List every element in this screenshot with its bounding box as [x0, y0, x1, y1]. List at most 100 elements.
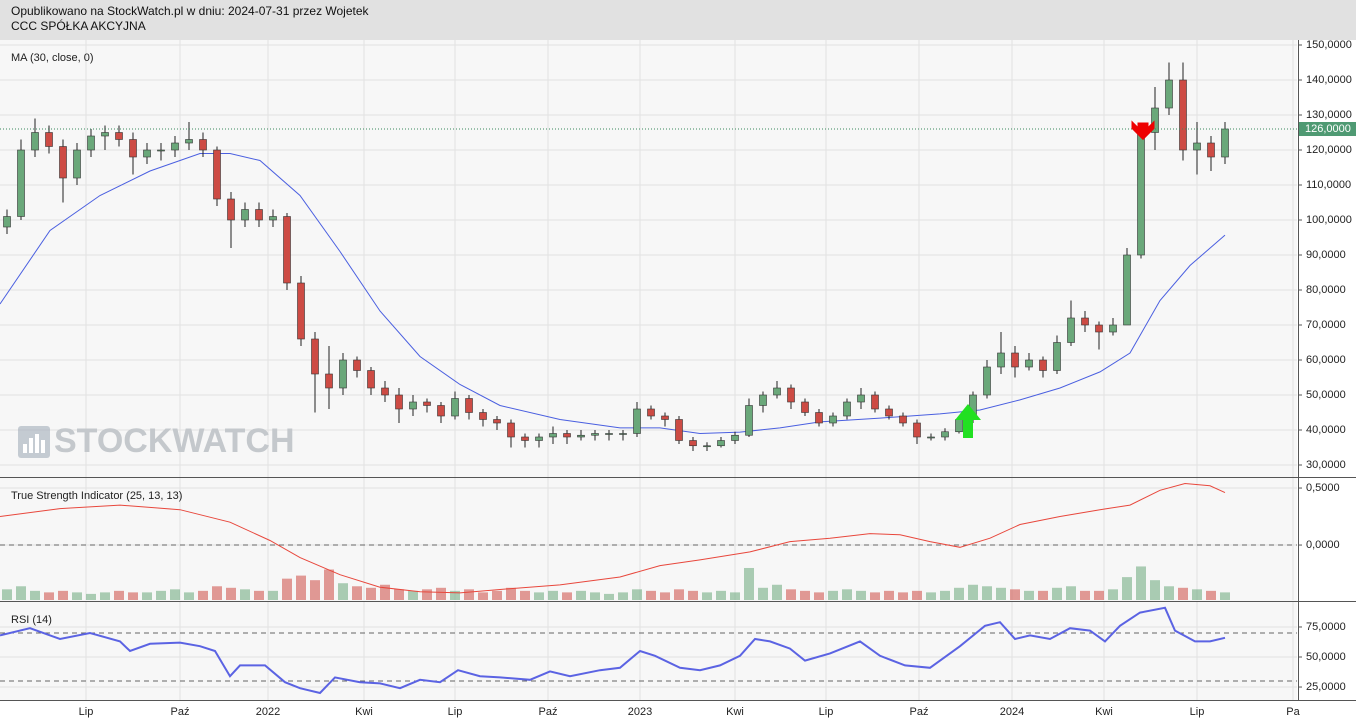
candle-body	[689, 440, 697, 447]
candle-body	[311, 338, 319, 375]
volume-bar	[338, 583, 348, 600]
indicator-line	[0, 606, 1226, 695]
candle-body	[213, 149, 221, 200]
volume-bar	[898, 592, 908, 600]
candle-body	[17, 149, 25, 217]
volume-bar	[506, 587, 516, 600]
candle-body	[857, 394, 865, 403]
x-tick-label: Paź	[171, 706, 190, 718]
candle-body	[675, 419, 683, 441]
candle-body	[745, 405, 753, 436]
volume-bar	[478, 592, 488, 600]
volume-bar	[1010, 589, 1020, 600]
volume-bar	[912, 590, 922, 600]
candle-body	[899, 415, 907, 424]
candle-body	[157, 149, 165, 152]
y-tick-label: 90,0000	[1306, 249, 1346, 261]
volume-bar	[1150, 580, 1160, 600]
volume-bar	[982, 586, 992, 600]
volume-bar	[86, 593, 96, 600]
header-line: CCC SPÓŁKA AKCYJNA	[11, 18, 146, 33]
candle-body	[185, 139, 193, 144]
candle-body	[605, 433, 613, 435]
x-tick-label: Paź	[539, 706, 558, 718]
x-tick-label: Kwi	[355, 706, 373, 718]
volume-bar	[744, 567, 754, 600]
volume-bar	[1178, 587, 1188, 600]
y-tick-label: 120,0000	[1306, 144, 1352, 156]
volume-bar	[870, 592, 880, 600]
x-tick-label: Paź	[910, 706, 929, 718]
candle-body	[87, 135, 95, 151]
volume-bar	[590, 592, 600, 600]
candle-body	[465, 398, 473, 413]
candle-body	[339, 359, 347, 389]
candle-body	[1123, 254, 1131, 326]
candle-body	[115, 132, 123, 140]
y-tick-label: 50,0000	[1306, 651, 1346, 663]
volume-bar	[576, 590, 586, 600]
last-price-label: 126,0000	[1305, 123, 1351, 135]
header-line: Opublikowano na StockWatch.pl w dniu: 20…	[11, 4, 370, 18]
volume-bar	[1080, 590, 1090, 600]
candle-body	[395, 394, 403, 410]
candle-body	[1053, 342, 1061, 371]
volume-bar	[226, 587, 236, 600]
candle-body	[255, 209, 263, 221]
volume-bar	[604, 593, 614, 600]
candle-body	[913, 422, 921, 438]
volume-bar	[1206, 590, 1216, 600]
candle-body	[1011, 352, 1019, 368]
candle-body	[451, 398, 459, 417]
candle-body	[381, 387, 389, 396]
candle-body	[577, 434, 585, 438]
volume-bar	[142, 592, 152, 600]
candle-body	[1025, 359, 1033, 368]
volume-bar	[2, 589, 12, 600]
candle-body	[143, 149, 151, 158]
volume-bar	[1038, 590, 1048, 600]
volume-bar	[842, 589, 852, 600]
candle-body	[1207, 142, 1215, 158]
candle-body	[297, 282, 305, 340]
volume-bar	[660, 592, 670, 600]
y-tick-label: 60,0000	[1306, 354, 1346, 366]
candle-body	[73, 149, 81, 179]
volume-bar	[856, 590, 866, 600]
candle-body	[941, 431, 949, 438]
volume-bar	[100, 592, 110, 600]
candle-body	[101, 132, 109, 137]
x-tick-label: Lip	[448, 706, 463, 718]
candle-body	[409, 401, 417, 410]
volume-bar	[380, 584, 390, 600]
volume-bar	[282, 578, 292, 600]
candle-body	[885, 408, 893, 417]
y-tick-label: 50,0000	[1306, 389, 1346, 401]
volume-bar	[702, 592, 712, 600]
volume-bar	[954, 587, 964, 600]
volume-bar	[324, 569, 334, 600]
volume-bar	[1164, 586, 1174, 600]
volume-bar	[730, 592, 740, 600]
candle-body	[241, 209, 249, 221]
candle-body	[1081, 317, 1089, 326]
candle-body	[647, 408, 655, 417]
x-tick-label: Lip	[819, 706, 834, 718]
volume-bar	[1220, 592, 1230, 600]
candle-body	[955, 419, 963, 433]
y-tick-label: 140,0000	[1306, 74, 1352, 86]
y-tick-label: 110,0000	[1306, 179, 1351, 191]
x-tick-label: Pa	[1286, 706, 1300, 718]
y-tick-label: 0,5000	[1306, 482, 1340, 494]
volume-bar	[240, 589, 250, 600]
y-tick-label: 150,0000	[1306, 39, 1352, 51]
candle-body	[591, 433, 599, 436]
candle-body	[717, 440, 725, 447]
panel-title: MA (30, close, 0)	[11, 52, 94, 64]
volume-bar	[72, 592, 82, 600]
volume-bar	[1192, 589, 1202, 600]
volume-bar	[1094, 590, 1104, 600]
candle-body	[661, 415, 669, 420]
volume-bar	[30, 590, 40, 600]
watermark: STOCKWATCH	[18, 422, 295, 460]
